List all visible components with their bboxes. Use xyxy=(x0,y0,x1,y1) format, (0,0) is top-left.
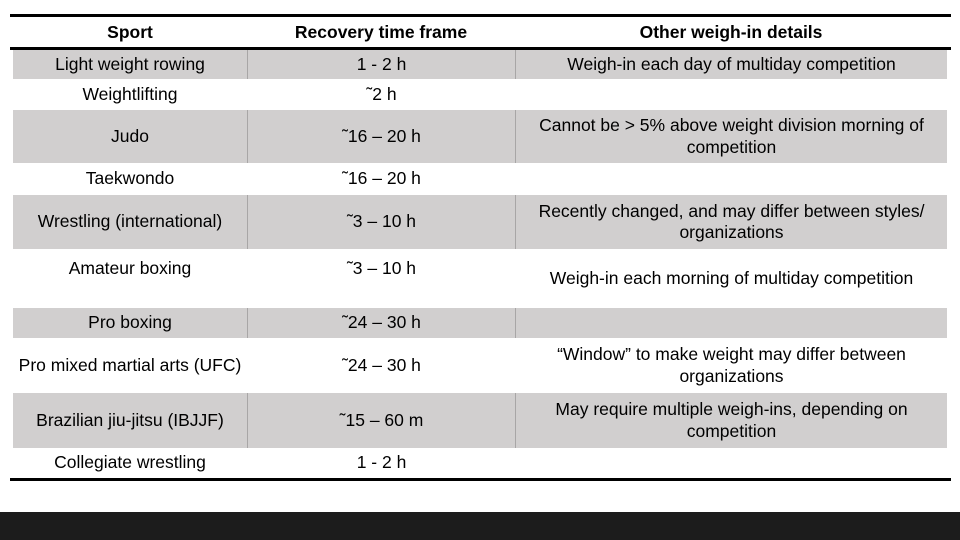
sport-cell: Amateur boxing xyxy=(68,258,192,278)
recovery-cell: 1 - 2 h xyxy=(356,452,407,473)
table-row: Light weight rowing 1 - 2 h Weigh-in eac… xyxy=(13,50,947,79)
details-cell xyxy=(515,163,947,195)
recovery-cell: ˜3 – 10 h xyxy=(247,195,515,249)
sport-cell: Pro mixed martial arts (UFC) xyxy=(18,354,242,375)
table-row: Wrestling (international) ˜3 – 10 h Rece… xyxy=(13,195,947,249)
table-top-rule xyxy=(10,14,951,17)
details-cell: Recently changed, and may differ between… xyxy=(515,195,947,249)
recovery-cell: 1 - 2 h xyxy=(247,50,515,79)
details-cell: May require multiple weigh-ins, dependin… xyxy=(515,393,947,448)
details-cell: “Window” to make weight may differ betwe… xyxy=(557,344,906,386)
sport-cell: Light weight rowing xyxy=(55,53,205,74)
table-header: Sport Recovery time frame Other weigh-in… xyxy=(13,17,947,47)
column-header-label: Sport xyxy=(107,21,153,42)
table-row: Taekwondo ˜16 – 20 h xyxy=(13,163,947,195)
recovery-cell: ˜15 – 60 m xyxy=(247,393,515,448)
sport-cell: Wrestling (international) xyxy=(37,211,223,232)
table-row: Brazilian jiu-jitsu (IBJJF) ˜15 – 60 m M… xyxy=(13,393,947,448)
sport-cell: Brazilian jiu-jitsu (IBJJF) xyxy=(36,409,224,430)
sport-cell: Weightlifting xyxy=(82,83,178,104)
table-bottom-rule xyxy=(10,478,951,481)
sport-cell: Pro boxing xyxy=(88,312,172,333)
recovery-cell: ˜24 – 30 h xyxy=(342,354,421,375)
column-header-label: Recovery time frame xyxy=(294,21,468,42)
recovery-cell: ˜24 – 30 h xyxy=(247,308,515,338)
recovery-cell: ˜3 – 10 h xyxy=(346,258,417,278)
recovery-cell: ˜16 – 20 h xyxy=(247,110,515,163)
sport-cell: Judo xyxy=(111,125,149,146)
details-cell: Weigh-in each day of multiday competitio… xyxy=(515,50,947,79)
details-cell: Cannot be > 5% above weight division mor… xyxy=(515,110,947,163)
column-header-sport: Sport xyxy=(13,17,247,47)
bottom-bar xyxy=(0,512,960,540)
column-header-details: Other weigh-in details xyxy=(515,17,947,47)
details-cell xyxy=(515,308,947,338)
recovery-cell: ˜16 – 20 h xyxy=(342,168,421,189)
table-row: Collegiate wrestling 1 - 2 h xyxy=(13,448,947,478)
column-header-label: Other weigh-in details xyxy=(639,21,823,42)
table-row: Weightlifting ˜2 h xyxy=(13,79,947,110)
column-header-recovery: Recovery time frame xyxy=(247,17,515,47)
sport-cell: Collegiate wrestling xyxy=(54,452,206,473)
table-row: Pro boxing ˜24 – 30 h xyxy=(13,308,947,338)
header-divider-rule xyxy=(10,47,951,50)
slide-table: Light weight rowing 1 - 2 h Weigh-in eac… xyxy=(13,50,947,478)
details-cell: Weigh-in each morning of multiday compet… xyxy=(549,267,914,288)
table-row: Judo ˜16 – 20 h Cannot be > 5% above wei… xyxy=(13,110,947,163)
sport-cell: Taekwondo xyxy=(85,168,175,189)
details-cell xyxy=(515,448,947,478)
details-cell xyxy=(515,79,947,110)
table-row: Amateur boxing ˜3 – 10 h Weigh-in each m… xyxy=(13,249,947,308)
table-row: Pro mixed martial arts (UFC) ˜24 – 30 h … xyxy=(13,338,947,393)
recovery-cell: ˜2 h xyxy=(366,83,397,104)
